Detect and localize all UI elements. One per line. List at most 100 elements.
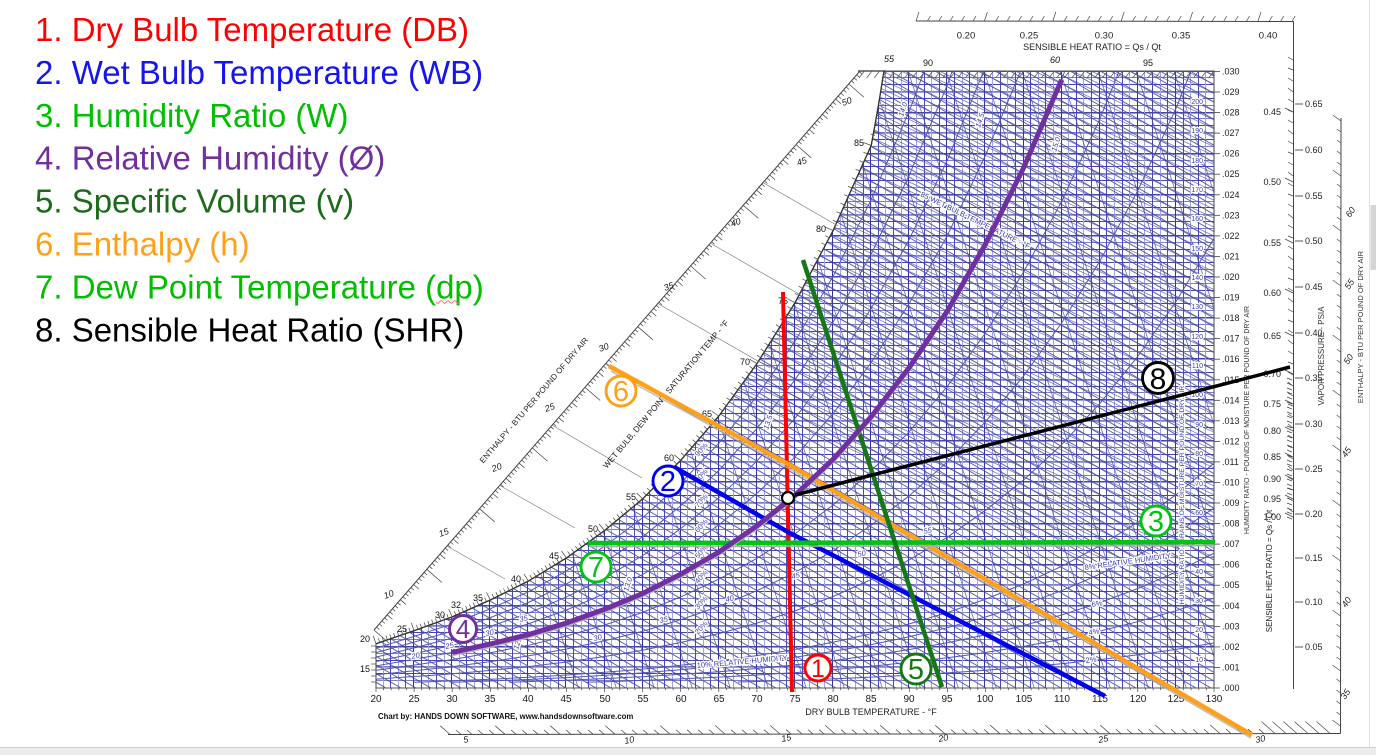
svg-text:7: 7 [588,552,604,584]
svg-text:.017: .017 [1222,334,1240,344]
svg-text:5: 5 [908,654,924,686]
svg-text:180: 180 [1191,158,1203,165]
svg-text:90: 90 [903,694,915,705]
svg-text:.016: .016 [1222,354,1240,364]
svg-text:0.25: 0.25 [1305,464,1323,474]
svg-text:1: 1 [811,655,825,683]
svg-text:10: 10 [623,734,635,746]
svg-text:70: 70 [1195,481,1203,488]
svg-text:80: 80 [816,224,826,234]
svg-text:60: 60 [675,694,687,705]
svg-text:30: 30 [1254,733,1266,745]
svg-text:SENSIBLE HEAT RATIO = Qs / Qt: SENSIBLE HEAT RATIO = Qs / Qt [1265,509,1274,632]
svg-text:0.80: 0.80 [1263,426,1281,436]
svg-text:.019: .019 [1222,293,1240,303]
svg-text:120: 120 [1191,334,1203,341]
svg-text:0.90: 0.90 [1263,474,1281,484]
svg-text:190: 190 [1191,128,1203,135]
svg-text:25: 25 [1096,733,1110,745]
svg-text:55: 55 [884,54,895,64]
svg-text:.026: .026 [1222,149,1240,159]
svg-text:.025: .025 [1222,169,1240,179]
svg-text:170: 170 [1191,187,1203,194]
svg-text:.010: .010 [1222,478,1240,488]
svg-text:0.10: 0.10 [1305,597,1323,607]
svg-text:5: 5 [462,734,470,745]
svg-text:.006: .006 [1222,560,1240,570]
svg-text:40: 40 [729,216,742,229]
svg-text:55: 55 [626,492,636,502]
svg-text:65: 65 [713,694,725,705]
svg-text:30: 30 [435,610,445,620]
svg-text:30: 30 [597,341,610,354]
svg-text:0.60: 0.60 [1305,145,1323,155]
svg-text:.002: .002 [1222,642,1240,652]
svg-text:DRY BULB TEMPERATURE - °F: DRY BULB TEMPERATURE - °F [805,707,937,717]
svg-text:.000: .000 [1222,683,1240,693]
svg-text:40: 40 [511,574,521,584]
svg-text:100: 100 [1191,392,1203,399]
svg-text:120: 120 [1130,694,1147,705]
svg-text:.008: .008 [1222,519,1240,529]
svg-text:0.45: 0.45 [1305,282,1323,292]
svg-text:75: 75 [789,694,801,705]
svg-text:0.55: 0.55 [1305,191,1323,201]
svg-text:0.75: 0.75 [1263,399,1281,409]
svg-text:0.20: 0.20 [957,31,976,42]
svg-text:.028: .028 [1222,108,1240,118]
svg-text:105: 105 [1016,694,1033,705]
svg-text:130: 130 [1191,304,1203,311]
svg-text:0.50: 0.50 [1305,236,1323,246]
svg-text:80: 80 [1195,451,1203,458]
svg-text:.021: .021 [1222,251,1240,261]
svg-text:SENSIBLE HEAT RATIO = Qs / Qt: SENSIBLE HEAT RATIO = Qs / Qt [1023,42,1161,52]
svg-text:.027: .027 [1222,128,1240,138]
svg-text:.012: .012 [1222,436,1240,446]
svg-text:50: 50 [599,694,611,705]
svg-text:10: 10 [1195,657,1203,664]
svg-text:8. Sensible Heat Ratio (SHR): 8. Sensible Heat Ratio (SHR) [35,311,464,348]
svg-text:1.00: 1.00 [1263,512,1281,522]
svg-text:20: 20 [360,634,370,644]
svg-text:35: 35 [484,694,496,705]
svg-text:.001: .001 [1222,663,1240,673]
svg-text:0.20: 0.20 [1305,509,1323,519]
svg-text:0.95: 0.95 [1263,494,1281,504]
svg-text:0.50: 0.50 [1263,177,1281,187]
svg-text:110: 110 [1054,694,1070,705]
svg-text:40: 40 [1339,595,1353,609]
svg-text:90: 90 [923,58,933,68]
svg-text:35: 35 [473,593,483,603]
svg-text:0.05: 0.05 [1305,642,1323,652]
svg-text:0.55: 0.55 [1263,238,1281,248]
svg-text:0.35: 0.35 [1305,373,1323,383]
svg-text:0.65: 0.65 [1263,331,1281,341]
svg-text:115: 115 [1092,694,1108,705]
svg-text:.003: .003 [1222,621,1240,631]
svg-text:50: 50 [840,95,853,108]
svg-text:60: 60 [664,453,674,463]
svg-text:20: 20 [410,650,422,661]
svg-text:.004: .004 [1222,601,1240,611]
svg-text:50: 50 [588,524,598,534]
svg-text:160: 160 [1191,216,1203,223]
svg-text:2%: 2% [1085,655,1097,665]
svg-text:.007: .007 [1222,539,1240,549]
svg-text:0.85: 0.85 [1263,452,1281,462]
svg-text:VAPOR PRESSURE - PSIA: VAPOR PRESSURE - PSIA [1317,306,1326,406]
svg-text:15: 15 [780,732,793,744]
svg-text:25: 25 [408,694,420,705]
svg-text:.011: .011 [1222,457,1239,467]
svg-text:200: 200 [1191,99,1203,106]
svg-text:140: 140 [1191,275,1203,282]
svg-text:125: 125 [1168,694,1185,705]
svg-text:0.40: 0.40 [1259,31,1278,42]
svg-text:55: 55 [637,694,649,705]
svg-text:10: 10 [382,588,395,601]
svg-text:.022: .022 [1222,231,1240,241]
svg-text:40: 40 [522,694,534,705]
svg-text:0.30: 0.30 [1095,31,1114,42]
svg-text:40: 40 [1195,569,1203,576]
svg-text:100: 100 [977,694,994,705]
svg-text:0.30: 0.30 [1305,419,1323,429]
